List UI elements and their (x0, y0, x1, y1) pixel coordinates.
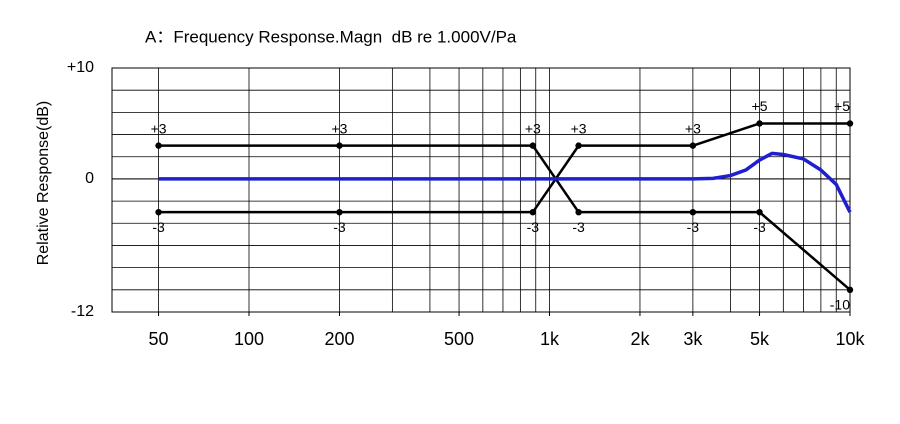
data-label: +3 (685, 120, 701, 136)
x-tick-label: 2k (630, 329, 650, 349)
data-label: +5 (834, 98, 850, 114)
y-axis-label: Relative Response(dB) (35, 101, 52, 266)
data-label: -3 (572, 219, 585, 235)
marker (529, 142, 537, 149)
data-label: -3 (152, 219, 165, 235)
x-tick-label: 500 (444, 329, 474, 349)
marker (155, 208, 162, 216)
data-label: -3 (687, 219, 700, 235)
data-label: +3 (331, 120, 347, 136)
data-label: -3 (333, 219, 346, 235)
data-label: -3 (753, 219, 766, 235)
chart-title: A：Frequency Response.Magn dB re 1.000V/P… (145, 27, 517, 46)
marker (155, 142, 162, 149)
x-tick-label: 200 (324, 329, 354, 349)
marker (336, 208, 343, 216)
x-tick-label: 10k (835, 329, 865, 349)
plot-frame (111, 67, 851, 313)
y-tick-label: -12 (71, 303, 94, 320)
data-label: +5 (752, 98, 768, 114)
marker (575, 142, 582, 149)
limit-line (158, 144, 851, 291)
x-tick-label: 50 (149, 329, 169, 349)
x-tick-label: 100 (234, 329, 264, 349)
x-tick-label: 3k (683, 329, 703, 349)
data-label: -10 (830, 297, 850, 313)
marker (689, 208, 697, 216)
x-tick-label: 5k (750, 329, 770, 349)
x-tick-label: 1k (540, 329, 560, 349)
data-label: +3 (571, 120, 587, 136)
y-tick-label: 0 (85, 170, 94, 187)
marker (756, 120, 763, 127)
marker (846, 120, 854, 127)
marker (336, 142, 343, 149)
y-tick-label: +10 (67, 59, 94, 76)
marker (756, 208, 763, 216)
data-label: +3 (525, 120, 541, 136)
marker (575, 208, 582, 216)
marker (529, 208, 537, 216)
data-label: +3 (151, 120, 167, 136)
marker (689, 142, 697, 149)
response-curve (158, 151, 852, 213)
data-label: -3 (527, 219, 540, 235)
marker (846, 286, 854, 294)
